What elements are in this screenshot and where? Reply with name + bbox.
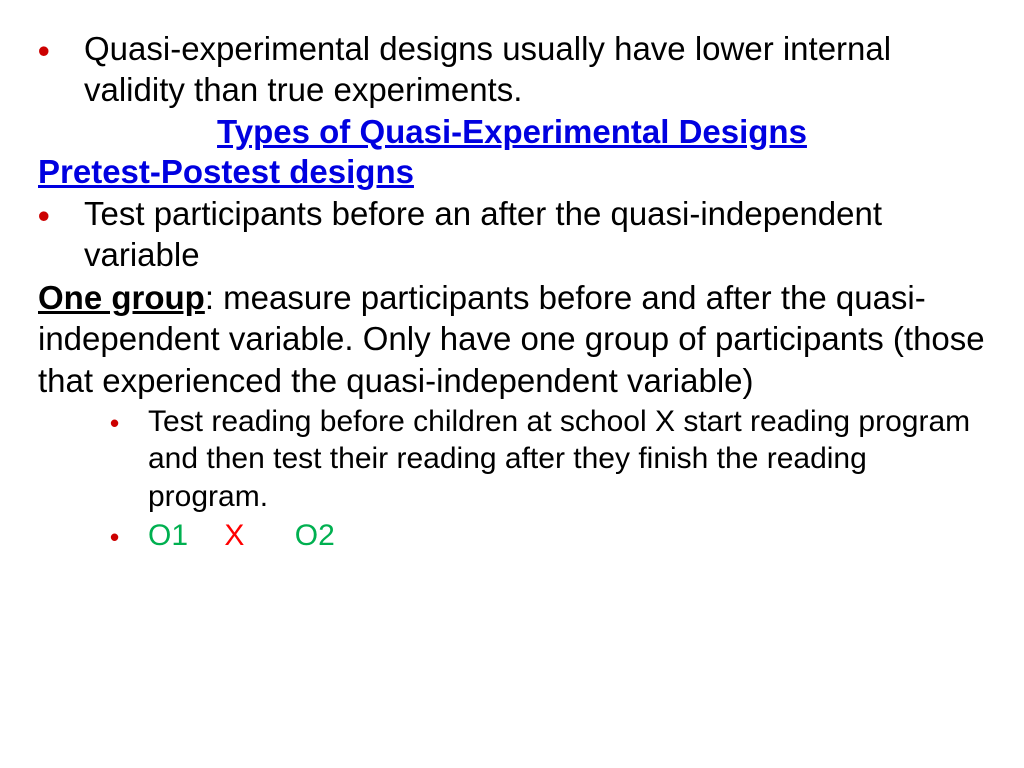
one-group-row: One group: measure participants before a… [38,277,986,401]
example-sub-bullet-row: • Test reading before children at school… [110,403,986,516]
one-group-label: One group [38,279,205,316]
notation-o1: O1 [148,517,188,555]
sub-heading: Pretest-Postest designs [38,153,986,191]
bullet-icon: • [38,28,84,71]
notation-x: X [224,517,244,555]
bullet-icon: • [110,517,148,554]
test-bullet-text: Test participants before an after the qu… [84,193,986,276]
example-text: Test reading before children at school X… [148,403,986,516]
bullet-icon: • [110,403,148,440]
notation-row: • O1 X O2 [110,517,986,555]
main-heading: Types of Quasi-Experimental Designs [38,113,986,151]
slide: • Quasi-experimental designs usually hav… [0,0,1024,768]
test-bullet-row: • Test participants before an after the … [38,193,986,276]
bullet-icon: • [38,193,84,236]
intro-text: Quasi-experimental designs usually have … [84,28,986,111]
notation-line: O1 X O2 [148,517,986,555]
intro-bullet-row: • Quasi-experimental designs usually hav… [38,28,986,111]
one-group-text-block: One group: measure participants before a… [38,277,986,401]
notation-o2: O2 [295,517,335,555]
